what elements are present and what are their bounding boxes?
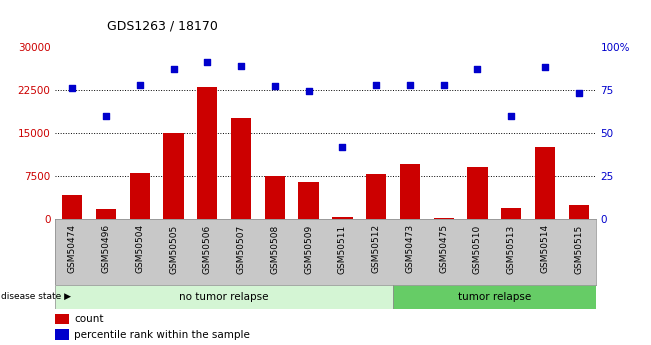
Text: GSM50514: GSM50514	[540, 224, 549, 274]
Point	[405, 82, 415, 87]
Bar	[231, 118, 251, 219]
Text: no tumor relapse: no tumor relapse	[180, 292, 269, 302]
Bar	[501, 208, 521, 219]
Point	[574, 90, 584, 96]
Point	[303, 89, 314, 94]
Text: count: count	[74, 314, 104, 324]
Bar	[62, 195, 82, 219]
Bar	[299, 182, 319, 219]
Point	[371, 82, 381, 87]
Text: percentile rank within the sample: percentile rank within the sample	[74, 330, 250, 340]
Text: GSM50474: GSM50474	[68, 224, 77, 273]
Bar	[569, 205, 589, 219]
Point	[337, 144, 348, 149]
Bar	[96, 209, 116, 219]
Bar	[55, 285, 393, 309]
Text: GSM50509: GSM50509	[304, 224, 313, 274]
Point	[135, 82, 145, 87]
Text: tumor relapse: tumor relapse	[458, 292, 531, 302]
Bar	[55, 314, 69, 324]
Text: GDS1263 / 18170: GDS1263 / 18170	[107, 20, 218, 33]
Bar	[163, 133, 184, 219]
Bar	[55, 329, 69, 340]
Bar	[265, 176, 285, 219]
Bar	[535, 147, 555, 219]
Bar	[400, 165, 420, 219]
Text: GSM50515: GSM50515	[574, 224, 583, 274]
Point	[270, 83, 280, 89]
Text: GSM50513: GSM50513	[506, 224, 516, 274]
Point	[169, 66, 179, 72]
Point	[540, 65, 550, 70]
Text: GSM50475: GSM50475	[439, 224, 448, 274]
Text: GSM50507: GSM50507	[236, 224, 245, 274]
Bar	[332, 217, 353, 219]
Text: GSM50512: GSM50512	[372, 224, 381, 274]
Point	[472, 66, 482, 72]
Text: GSM50508: GSM50508	[270, 224, 279, 274]
Point	[506, 113, 516, 118]
Point	[202, 59, 212, 65]
Text: GSM50504: GSM50504	[135, 224, 145, 274]
Bar	[197, 87, 217, 219]
Point	[439, 82, 449, 87]
Text: GSM50510: GSM50510	[473, 224, 482, 274]
Text: GSM50496: GSM50496	[102, 224, 111, 274]
Bar	[366, 174, 386, 219]
Bar	[467, 167, 488, 219]
Text: disease state ▶: disease state ▶	[1, 292, 71, 301]
Bar	[393, 285, 596, 309]
Text: GSM50506: GSM50506	[203, 224, 212, 274]
Bar	[434, 218, 454, 219]
Text: GSM50473: GSM50473	[406, 224, 415, 274]
Point	[236, 63, 246, 68]
Point	[67, 85, 77, 91]
Point	[101, 113, 111, 118]
Text: GSM50511: GSM50511	[338, 224, 347, 274]
Bar	[130, 173, 150, 219]
Text: GSM50505: GSM50505	[169, 224, 178, 274]
